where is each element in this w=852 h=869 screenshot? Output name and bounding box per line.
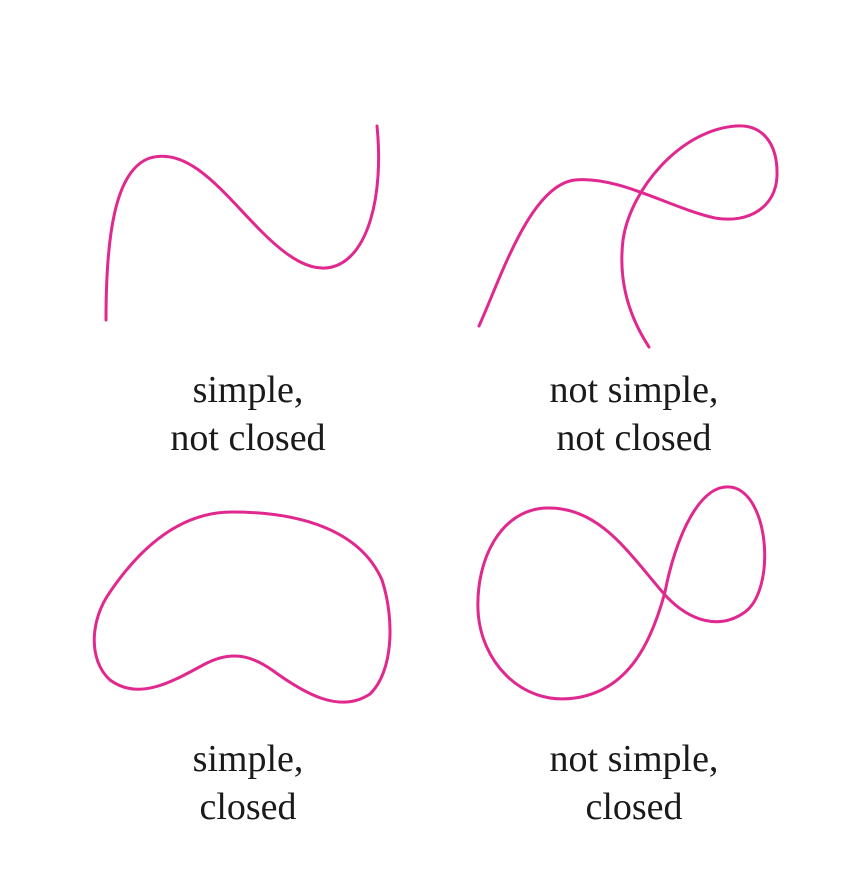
curve-simple-not-closed xyxy=(104,124,381,322)
caption-line: closed xyxy=(199,786,297,828)
curve-not-simple-not-closed xyxy=(477,124,779,349)
caption-line: closed xyxy=(585,786,683,828)
curve-simple-closed xyxy=(92,510,392,704)
caption-line: simple, xyxy=(192,369,304,411)
caption-line: not closed xyxy=(556,417,712,459)
caption-line: not simple, xyxy=(549,738,719,780)
caption-not-simple-not-closed: not simple, not closed xyxy=(474,366,794,462)
caption-line: simple, xyxy=(192,738,304,780)
caption-line: not simple, xyxy=(549,369,719,411)
caption-not-simple-closed: not simple, closed xyxy=(474,735,794,831)
caption-simple-closed: simple, closed xyxy=(88,735,408,831)
curve-not-simple-closed xyxy=(476,485,767,701)
caption-simple-not-closed: simple, not closed xyxy=(88,366,408,462)
caption-line: not closed xyxy=(170,417,326,459)
